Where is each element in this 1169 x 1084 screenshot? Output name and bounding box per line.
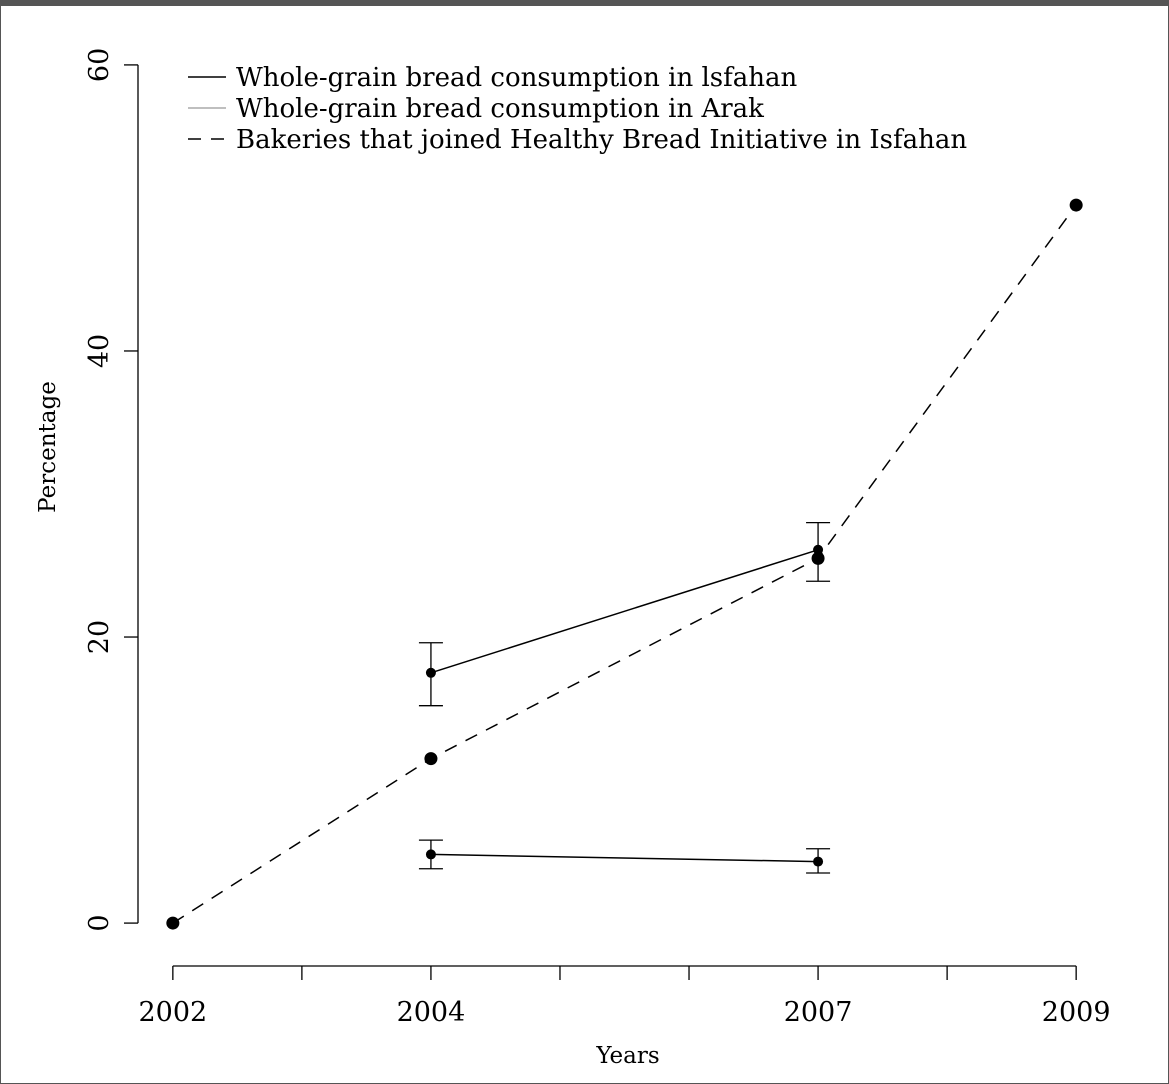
series-layer bbox=[166, 198, 1083, 930]
data-point bbox=[811, 551, 825, 565]
axes: 0 20 40 60 2002 2004 2007 2009 bbox=[84, 48, 1111, 1028]
x-tick-label: 2002 bbox=[138, 997, 207, 1028]
x-axis-title: Years bbox=[595, 1043, 659, 1069]
series-2 bbox=[418, 839, 831, 874]
series-1 bbox=[418, 521, 831, 707]
legend-label: Whole-grain bread consumption in lsfahan bbox=[236, 63, 798, 93]
y-tick-label: 60 bbox=[84, 48, 115, 82]
x-tick-label: 2007 bbox=[784, 997, 853, 1028]
legend-label: Whole-grain bread consumption in Arak bbox=[236, 94, 764, 124]
data-point bbox=[813, 544, 824, 555]
x-tick-label: 2009 bbox=[1042, 997, 1111, 1028]
data-point bbox=[425, 849, 436, 860]
legend: Whole-grain bread consumption in lsfahan… bbox=[188, 63, 967, 155]
x-tick-label: 2004 bbox=[397, 997, 466, 1028]
series-3 bbox=[166, 198, 1083, 930]
series-line bbox=[430, 549, 819, 674]
y-tick-label: 40 bbox=[84, 334, 115, 368]
data-point bbox=[813, 856, 824, 867]
data-point bbox=[1069, 198, 1083, 212]
series-line bbox=[430, 853, 819, 863]
series-line bbox=[172, 204, 1077, 924]
y-tick-label: 20 bbox=[84, 620, 115, 654]
y-tick-label: 0 bbox=[84, 914, 115, 931]
legend-label: Bakeries that joined Healthy Bread Initi… bbox=[236, 125, 967, 155]
data-point bbox=[424, 752, 438, 766]
data-point bbox=[425, 667, 436, 678]
data-point bbox=[166, 916, 180, 930]
y-axis-title: Percentage bbox=[35, 381, 61, 513]
